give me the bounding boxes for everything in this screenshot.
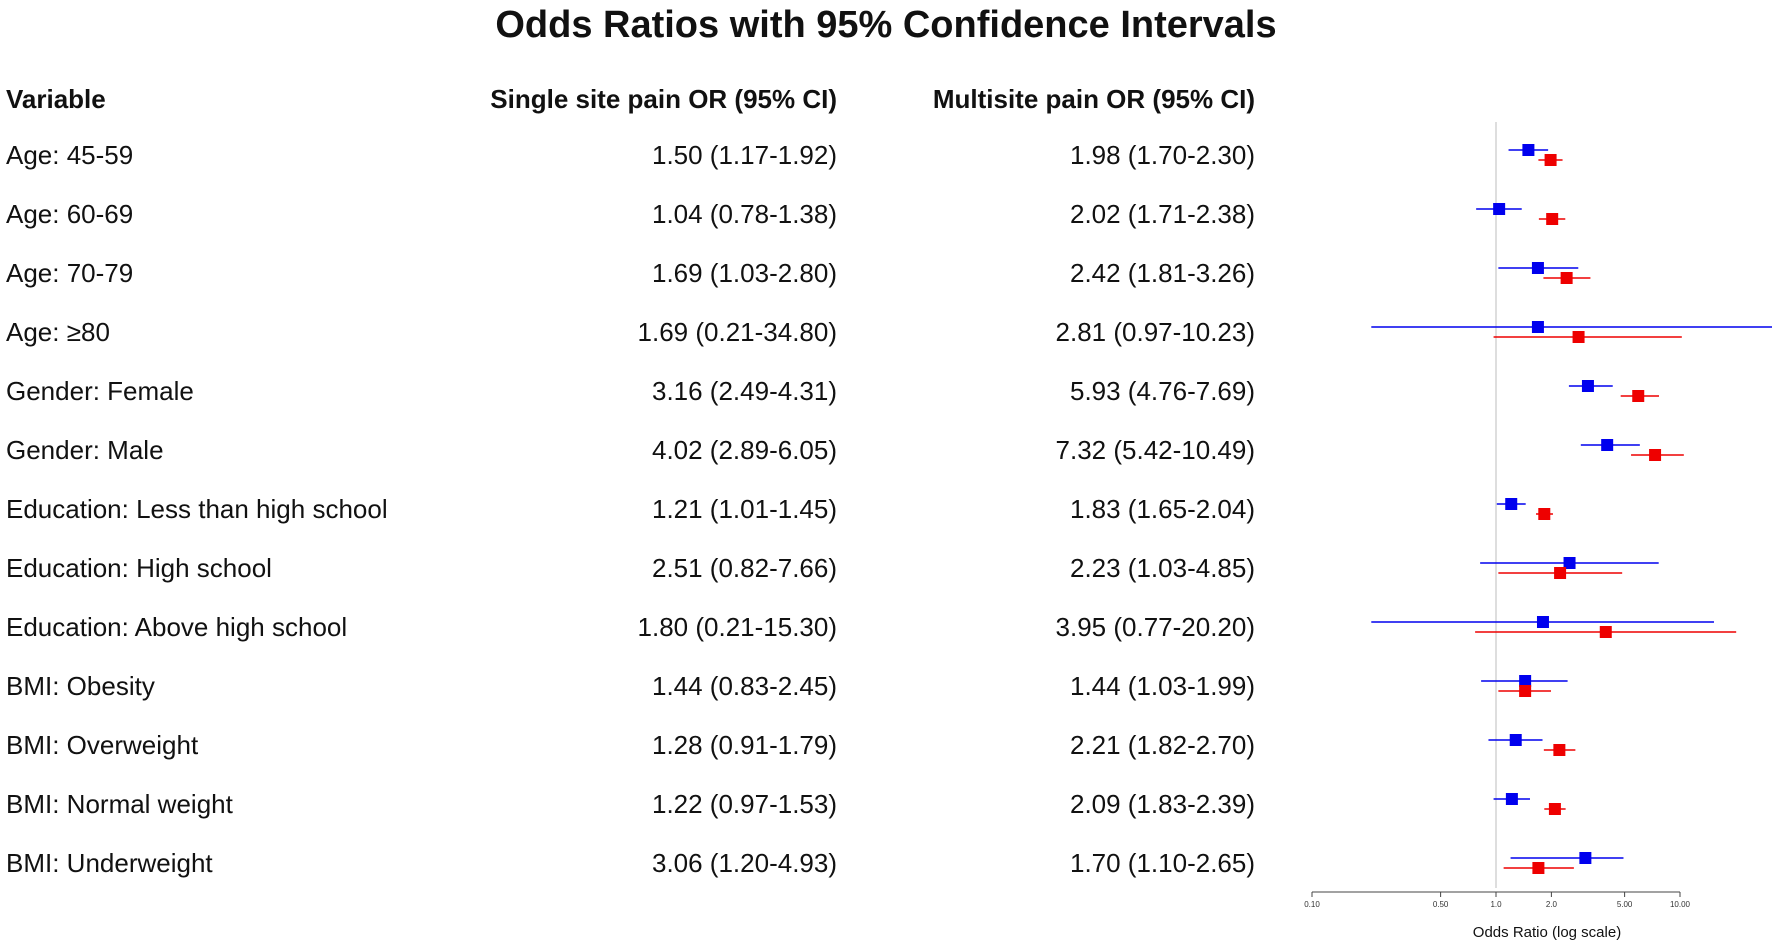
- single-site-or-point: [1519, 675, 1532, 687]
- single-site-or-point: [1505, 498, 1518, 510]
- single-site-or-point: [1493, 203, 1506, 215]
- multisite-or-point: [1599, 626, 1612, 638]
- multisite-or-value: 2.21 (1.82-2.70): [1069, 730, 1255, 760]
- row-label: BMI: Overweight: [6, 730, 199, 760]
- single-site-or-value: 1.80 (0.21-15.30): [637, 612, 837, 642]
- multisite-or-point: [1519, 685, 1532, 697]
- multisite-or-value: 1.44 (1.03-1.99): [1069, 671, 1255, 701]
- multisite-or-value: 5.93 (4.76-7.69): [1069, 376, 1255, 406]
- single-site-or-value: 1.28 (0.91-1.79): [651, 730, 837, 760]
- single-site-or-point: [1522, 144, 1535, 156]
- x-tick-label: 5.00: [1617, 900, 1633, 909]
- single-site-or-point: [1581, 380, 1594, 392]
- single-site-or-point: [1509, 734, 1522, 746]
- single-site-or-value: 1.22 (0.97-1.53): [651, 789, 837, 819]
- row-label: Gender: Female: [6, 376, 194, 406]
- row-label: BMI: Obesity: [6, 671, 155, 701]
- single-site-or-value: 1.21 (1.01-1.45): [651, 494, 837, 524]
- x-tick-label: 0.50: [1433, 900, 1449, 909]
- multisite-or-point: [1560, 272, 1573, 284]
- chart-title: Odds Ratios with 95% Confidence Interval…: [495, 4, 1277, 46]
- row-label: Gender: Male: [6, 435, 164, 465]
- row-label: Age: ≥80: [6, 317, 110, 347]
- single-site-or-point: [1563, 557, 1576, 569]
- multisite-or-value: 2.42 (1.81-3.26): [1069, 258, 1255, 288]
- multisite-or-value: 1.98 (1.70-2.30): [1069, 140, 1255, 170]
- multisite-or-value: 2.81 (0.97-10.23): [1055, 317, 1255, 347]
- x-axis-title: Odds Ratio (log scale): [1473, 924, 1621, 941]
- multisite-or-value: 7.32 (5.42-10.49): [1055, 435, 1255, 465]
- single-site-or-value: 3.06 (1.20-4.93): [651, 848, 837, 878]
- row-label: Age: 45-59: [6, 140, 134, 170]
- single-site-or-value: 3.16 (2.49-4.31): [651, 376, 837, 406]
- single-site-or-point: [1601, 439, 1614, 451]
- multisite-or-value: 3.95 (0.77-20.20): [1055, 612, 1255, 642]
- multisite-or-point: [1553, 744, 1566, 756]
- x-tick-label: 2.0: [1546, 900, 1558, 909]
- multisite-or-point: [1544, 154, 1557, 166]
- row-label: BMI: Underweight: [6, 848, 213, 878]
- single-site-or-point: [1505, 793, 1518, 805]
- multisite-or-point: [1554, 567, 1567, 579]
- header-single-site: Single site pain OR (95% CI): [490, 84, 837, 114]
- multisite-or-point: [1649, 449, 1662, 461]
- header-multisite: Multisite pain OR (95% CI): [932, 84, 1255, 114]
- single-site-or-value: 1.44 (0.83-2.45): [651, 671, 837, 701]
- row-label: Age: 60-69: [6, 199, 134, 229]
- multisite-or-value: 2.02 (1.71-2.38): [1069, 199, 1255, 229]
- multisite-or-point: [1532, 862, 1545, 874]
- header-variable: Variable: [6, 84, 106, 114]
- single-site-or-value: 2.51 (0.82-7.66): [651, 553, 837, 583]
- row-label: Education: Less than high school: [6, 494, 388, 524]
- row-label: Education: High school: [6, 553, 272, 583]
- multisite-or-value: 2.09 (1.83-2.39): [1069, 789, 1255, 819]
- multisite-or-value: 2.23 (1.03-4.85): [1069, 553, 1255, 583]
- x-tick-label: 1.0: [1490, 900, 1502, 909]
- x-tick-label: 10.00: [1670, 900, 1691, 909]
- row-label: BMI: Normal weight: [6, 789, 233, 819]
- multisite-or-point: [1572, 331, 1585, 343]
- single-site-or-value: 1.69 (1.03-2.80): [651, 258, 837, 288]
- multisite-or-value: 1.83 (1.65-2.04): [1069, 494, 1255, 524]
- multisite-or-point: [1632, 390, 1645, 402]
- single-site-or-value: 1.04 (0.78-1.38): [651, 199, 837, 229]
- multisite-or-point: [1538, 508, 1551, 520]
- single-site-or-value: 1.50 (1.17-1.92): [651, 140, 837, 170]
- multisite-or-value: 1.70 (1.10-2.65): [1069, 848, 1255, 878]
- multisite-or-point: [1548, 803, 1561, 815]
- multisite-or-point: [1546, 213, 1559, 225]
- single-site-or-point: [1531, 262, 1544, 274]
- single-site-or-value: 1.69 (0.21-34.80): [637, 317, 837, 347]
- single-site-or-value: 4.02 (2.89-6.05): [651, 435, 837, 465]
- single-site-or-point: [1579, 852, 1592, 864]
- row-label: Age: 70-79: [6, 258, 134, 288]
- single-site-or-point: [1536, 616, 1549, 628]
- row-label: Education: Above high school: [6, 612, 348, 642]
- single-site-or-point: [1531, 321, 1544, 333]
- x-tick-label: 0.10: [1304, 900, 1320, 909]
